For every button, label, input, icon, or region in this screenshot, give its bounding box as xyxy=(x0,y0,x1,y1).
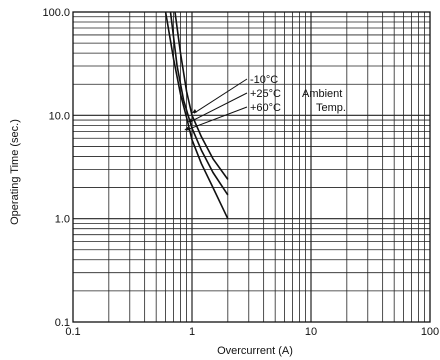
y-axis-label: Operating Time (sec.) xyxy=(9,119,21,225)
x-axis-label: Overcurrent (A) xyxy=(217,345,293,357)
series-label-1: -10°C xyxy=(250,74,278,86)
series-label-3: +60°C xyxy=(250,102,281,114)
plot-frame xyxy=(72,11,431,323)
x-tick-label: 1 xyxy=(189,326,195,338)
grid xyxy=(72,11,431,323)
annotations: -10°C +25°C +60°C Ambient Temp. xyxy=(184,74,346,131)
series-label-2: +25°C xyxy=(250,88,281,100)
leader-line-2 xyxy=(189,92,248,123)
leader-arrow-1 xyxy=(192,109,197,114)
annotation-ambient: Ambient xyxy=(302,88,342,100)
y-tick-label: 1.0 xyxy=(55,214,70,226)
tick-labels: 0.1 1 10 100 0.1 1.0 10.0 100.0 xyxy=(42,7,439,338)
y-tick-label: 10.0 xyxy=(49,110,70,122)
leader-arrow-3 xyxy=(184,126,190,131)
y-tick-label: 100.0 xyxy=(42,7,70,19)
annotation-temp: Temp. xyxy=(316,102,346,114)
x-tick-label: 100 xyxy=(421,326,439,338)
leader-line-1 xyxy=(193,78,248,114)
x-tick-label: 10 xyxy=(305,326,317,338)
leader-arrow-2 xyxy=(187,118,193,123)
x-tick-label: 0.1 xyxy=(65,326,80,338)
y-tick-label: 0.1 xyxy=(55,317,70,329)
leader-line-3 xyxy=(186,106,248,131)
series-line-1 xyxy=(174,11,229,180)
